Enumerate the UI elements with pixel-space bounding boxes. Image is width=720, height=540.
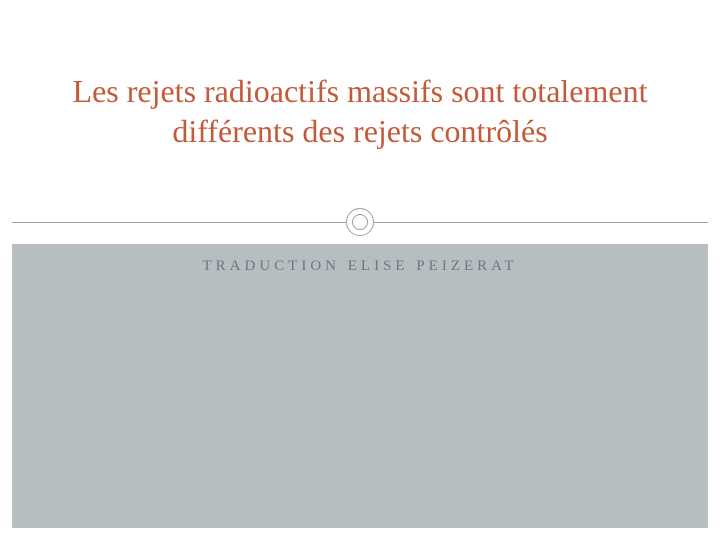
slide: Les rejets radioactifs massifs sont tota… (0, 0, 720, 540)
slide-subtitle: TRADUCTION ELISE PEIZERAT (0, 258, 720, 275)
divider-ring-inner (352, 214, 368, 230)
title-region: Les rejets radioactifs massifs sont tota… (0, 0, 720, 222)
body-region (12, 244, 708, 528)
slide-title: Les rejets radioactifs massifs sont tota… (60, 71, 660, 151)
